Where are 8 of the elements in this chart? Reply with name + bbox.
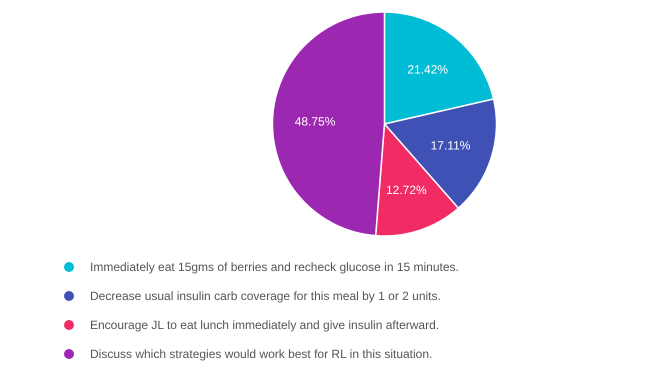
data-label: 17.11% [430,138,471,152]
legend-label: Decrease usual insulin carb coverage for this meal by 1 or 2 units. [90,288,441,302]
data-label: 21.42% [407,62,448,77]
data-label: 48.75% [294,114,336,128]
data-label: 12.72% [386,182,428,197]
legend-label: Immediately eat 15gms of berries and recheck glucose in 15 minutes. [90,260,459,274]
legend-label: Discuss which strategies would work best for RL in this situation. [90,346,432,360]
legend-label: Encourage JL to eat lunch immediately and give insulin afterward. [90,318,440,332]
